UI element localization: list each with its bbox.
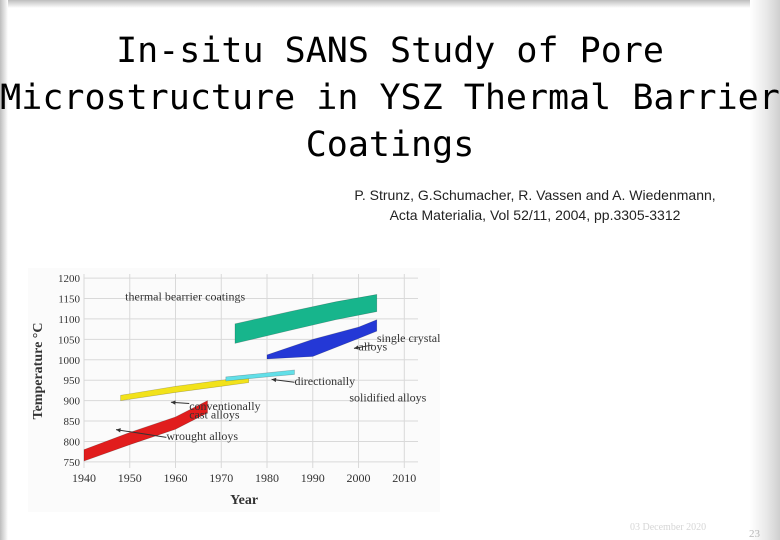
y-tick-label: 1150 [58, 294, 80, 306]
y-tick-label: 1200 [58, 273, 81, 285]
y-tick-label: 800 [64, 436, 81, 448]
annotation-label: single crystal [377, 331, 440, 345]
y-tick-label: 1000 [58, 355, 81, 367]
chart-grid [83, 274, 418, 468]
x-tick-label: 1940 [72, 471, 96, 485]
citation: P. Strunz, G.Schumacher, R. Vassen and A… [300, 185, 770, 225]
y-tick-labels: 750 800 850 900 950 1000 1050 1100 1150 1200 [58, 273, 81, 469]
temperature-chart: 750 800 850 900 950 1000 1050 1100 1150 1200 1940… [28, 268, 440, 512]
slide-frame-right [750, 0, 780, 540]
title-line-2: Microstructure in YSZ Thermal Barrier [0, 78, 780, 118]
x-tick-label: 1950 [118, 471, 142, 485]
series-band-single-crystal-alloys [266, 319, 378, 360]
title-line-1: In-situ SANS Study of Pore [116, 31, 664, 71]
chart-svg: 750 800 850 900 950 1000 1050 1100 1150 1200 1940… [31, 273, 440, 508]
citation-line-1: P. Strunz, G.Schumacher, R. Vassen and A… [354, 187, 716, 203]
slide-frame-left [0, 0, 8, 540]
chart-annotations: thermal bearrier coatings single crystala… [125, 290, 440, 444]
y-tick-label: 1100 [58, 314, 80, 326]
annotation-label: thermal bearrier coatings [125, 290, 245, 304]
annotation-label: alloys [359, 339, 388, 353]
x-tick-label: 1970 [209, 471, 233, 485]
annotation-arrow [115, 428, 167, 438]
series-band-wrought-alloys [83, 400, 208, 462]
x-tick-label: 2010 [392, 471, 416, 485]
x-tick-label: 1960 [164, 471, 188, 485]
citation-line-2: Acta Materialia, Vol 52/11, 2004, pp.330… [389, 207, 681, 223]
y-tick-label: 850 [64, 416, 81, 428]
slide-frame-top [0, 0, 780, 8]
slide-title: In-situ SANS Study of Pore Microstructur… [0, 28, 780, 169]
annotation-arrow [353, 344, 373, 350]
series-band-directionally-solidified-alloys [225, 369, 295, 382]
y-axis-label: Temperature °C [31, 323, 46, 420]
annotation-label: cast alloys [189, 408, 240, 422]
y-tick-label: 750 [64, 457, 81, 469]
title-line-3: Coatings [305, 125, 475, 165]
annotation-label: directionally [294, 374, 355, 388]
annotation-label: wrought alloys [166, 429, 238, 443]
x-tick-label: 2000 [347, 471, 371, 485]
annotation-arrow [271, 377, 295, 383]
series-band-conventionally-cast-alloys [120, 376, 250, 401]
y-tick-label: 900 [64, 396, 81, 408]
slide-number: 23 [749, 528, 760, 540]
chart-arrows [115, 344, 373, 438]
x-tick-label: 1990 [301, 471, 325, 485]
annotation-arrow [170, 400, 190, 405]
annotation-label: conventionally [189, 399, 260, 413]
footer-date: 03 December 2020 [630, 522, 707, 533]
x-tick-labels: 1940 1950 1960 1970 1980 1990 2000 2010 [72, 471, 416, 485]
y-tick-label: 950 [64, 375, 81, 387]
series-band-thermal-bearrier-coatings [234, 294, 378, 344]
x-axis-label: Year [230, 493, 258, 508]
chart-areas [83, 294, 378, 462]
y-tick-label: 1050 [58, 334, 81, 346]
annotation-label: solidified alloys [349, 390, 426, 404]
x-tick-label: 1980 [255, 471, 279, 485]
